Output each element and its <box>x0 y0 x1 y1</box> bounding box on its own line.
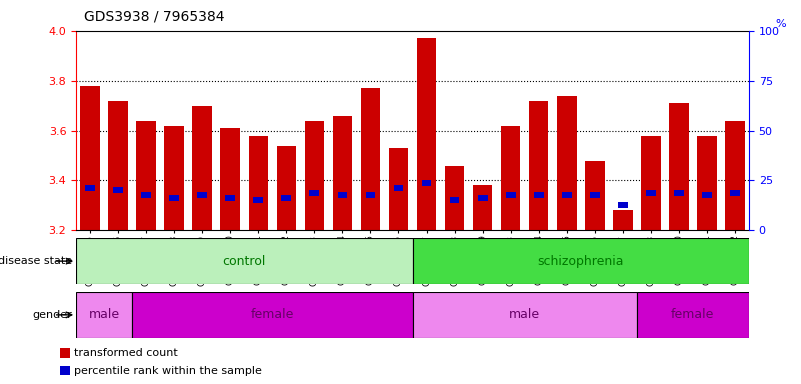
Bar <box>501 126 521 230</box>
Bar <box>449 197 460 204</box>
Bar <box>529 101 549 230</box>
Bar <box>304 121 324 230</box>
Bar <box>360 88 380 230</box>
Bar <box>674 190 684 196</box>
Bar <box>413 292 637 338</box>
Bar <box>505 192 516 199</box>
Text: transformed count: transformed count <box>74 348 178 358</box>
Bar <box>332 116 352 230</box>
Bar <box>725 121 745 230</box>
Bar <box>533 192 544 199</box>
Bar <box>60 349 70 358</box>
Text: control: control <box>223 255 266 268</box>
Bar <box>697 136 717 230</box>
Bar <box>76 238 413 284</box>
Bar <box>108 101 128 230</box>
Bar <box>417 38 437 230</box>
Text: female: female <box>671 308 714 321</box>
Bar <box>730 190 740 196</box>
Text: GDS3938 / 7965384: GDS3938 / 7965384 <box>84 9 224 23</box>
Bar <box>557 96 577 230</box>
Text: male: male <box>89 308 119 321</box>
Bar <box>413 238 749 284</box>
Bar <box>473 185 493 230</box>
Bar <box>141 192 151 199</box>
Bar <box>618 202 628 209</box>
Bar <box>646 190 656 196</box>
Text: gender: gender <box>32 310 72 320</box>
Bar <box>637 292 749 338</box>
Bar <box>365 192 376 199</box>
Bar <box>192 106 212 230</box>
Text: male: male <box>509 308 540 321</box>
Bar <box>169 195 179 201</box>
Bar <box>136 121 156 230</box>
Bar <box>113 187 123 194</box>
Bar <box>669 103 689 230</box>
Bar <box>590 192 600 199</box>
Bar <box>220 128 240 230</box>
Text: female: female <box>251 308 294 321</box>
Bar <box>253 197 264 204</box>
Bar <box>585 161 605 230</box>
Bar <box>641 136 661 230</box>
Bar <box>421 180 432 186</box>
Bar <box>613 210 633 230</box>
Bar <box>85 185 95 191</box>
Bar <box>281 195 292 201</box>
Bar <box>248 136 268 230</box>
Bar <box>225 195 235 201</box>
Bar <box>164 126 184 230</box>
Text: percentile rank within the sample: percentile rank within the sample <box>74 366 262 376</box>
Bar <box>132 292 413 338</box>
Bar <box>477 195 488 201</box>
Text: %: % <box>776 19 787 29</box>
Bar <box>337 192 348 199</box>
Text: disease state: disease state <box>0 256 72 266</box>
Bar <box>393 185 404 191</box>
Bar <box>702 192 712 199</box>
Bar <box>60 366 70 376</box>
Bar <box>80 86 100 230</box>
Bar <box>76 292 132 338</box>
Text: schizophrenia: schizophrenia <box>537 255 624 268</box>
Bar <box>445 166 465 230</box>
Bar <box>309 190 320 196</box>
Bar <box>562 192 572 199</box>
Bar <box>388 148 409 230</box>
Bar <box>197 192 207 199</box>
Bar <box>276 146 296 230</box>
